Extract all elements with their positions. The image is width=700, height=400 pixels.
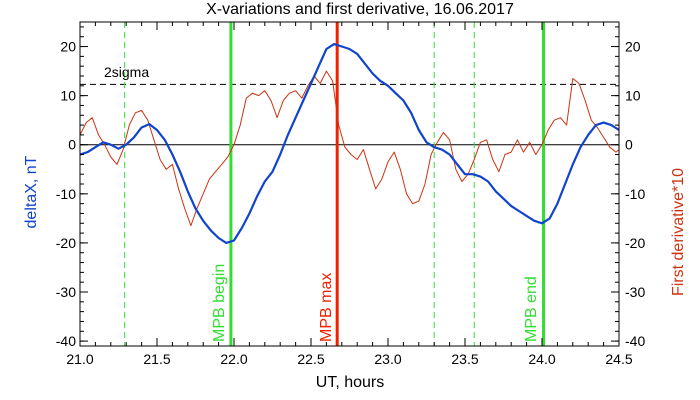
y-right-tick-label-2: 0	[625, 137, 633, 153]
series-line-0	[79, 42, 620, 244]
mpb-begin-label: MPB begin	[211, 264, 228, 342]
y-left-tick-label-4: -20	[56, 235, 76, 251]
x-tick-label-0: 21.0	[66, 351, 93, 367]
x-tick-label-4: 23.0	[374, 351, 401, 367]
y-axis-left: 20 10 0 -10 -20 -30 -40	[56, 26, 88, 349]
y-axis-left-label: deltaX, nT	[23, 155, 40, 228]
x-tick-label-5: 23.5	[451, 351, 478, 367]
mpb-max-label: MPB max	[318, 273, 335, 342]
vertical-markers	[124, 22, 546, 346]
x-axis: 21.0 21.5 22.0 22.5 23.0 23.5 24.0 24.5	[66, 22, 633, 367]
x-axis-label: UT, hours	[316, 374, 384, 391]
mpb-end-label: MPB end	[523, 276, 540, 342]
two-sigma-label: 2sigma	[104, 64, 149, 80]
y-right-tick-label-6: -40	[625, 333, 645, 349]
y-left-tick-label-3: -10	[56, 186, 76, 202]
x-tick-label-1: 21.5	[143, 351, 170, 367]
series-layer	[79, 42, 620, 244]
y-right-tick-label-1: 10	[625, 88, 641, 104]
y-right-tick-label-0: 20	[625, 39, 641, 55]
y-left-tick-label-2: 0	[68, 137, 76, 153]
series-line-1	[79, 70, 620, 227]
y-axis-right-label: First derivative*10	[670, 168, 687, 296]
y-right-tick-label-3: -10	[625, 186, 645, 202]
x-tick-label-7: 24.5	[605, 351, 632, 367]
y-right-tick-label-4: -20	[625, 235, 645, 251]
y-axis-right: 20 10 0 -10 -20 -30 -40	[611, 26, 645, 349]
x-tick-label-3: 22.5	[297, 351, 324, 367]
y-right-tick-label-5: -30	[625, 284, 645, 300]
chart-title: X-variations and first derivative, 16.06…	[206, 1, 514, 18]
reference-lines	[80, 83, 619, 146]
y-left-tick-label-1: 10	[60, 88, 76, 104]
y-left-tick-label-0: 20	[60, 39, 76, 55]
x-tick-label-2: 22.0	[220, 351, 247, 367]
x-tick-label-6: 24.0	[528, 351, 555, 367]
y-left-tick-label-6: -40	[56, 333, 76, 349]
y-left-tick-label-5: -30	[56, 284, 76, 300]
